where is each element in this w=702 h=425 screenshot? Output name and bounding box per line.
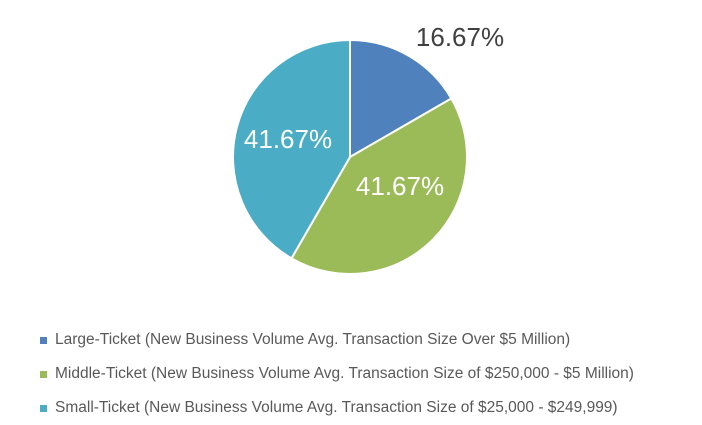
pie-slice: [290, 97, 468, 275]
legend-item: Middle-Ticket (New Business Volume Avg. …: [40, 357, 634, 391]
legend-item: Small-Ticket (New Business Volume Avg. T…: [40, 391, 634, 425]
legend-label: Small-Ticket (New Business Volume Avg. T…: [55, 399, 618, 416]
legend-item: Large-Ticket (New Business Volume Avg. T…: [40, 323, 634, 357]
pie-slice: [349, 38, 453, 159]
legend-label: Middle-Ticket (New Business Volume Avg. …: [55, 365, 634, 382]
data-label: 41.67%: [244, 124, 332, 154]
pie-slice: [232, 38, 351, 260]
data-label: 41.67%: [356, 171, 444, 201]
legend-swatch: [40, 404, 47, 412]
data-label: 16.67%: [416, 22, 504, 52]
legend: Large-Ticket (New Business Volume Avg. T…: [40, 323, 634, 425]
legend-swatch: [40, 336, 47, 344]
legend-swatch: [40, 370, 47, 378]
legend-label: Large-Ticket (New Business Volume Avg. T…: [55, 331, 571, 348]
